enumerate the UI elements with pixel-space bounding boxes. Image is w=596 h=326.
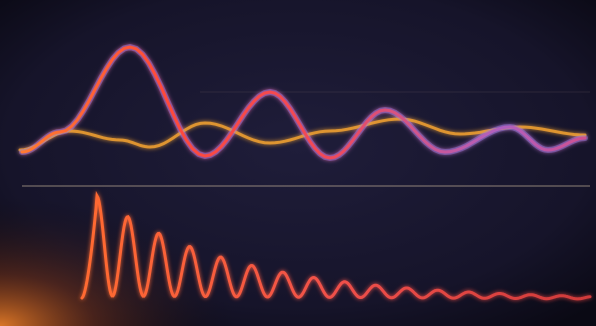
oscilloscope-scene <box>0 0 596 326</box>
warm-glow <box>0 0 596 326</box>
page: (() => { const svg = document.getElement… <box>0 0 596 326</box>
